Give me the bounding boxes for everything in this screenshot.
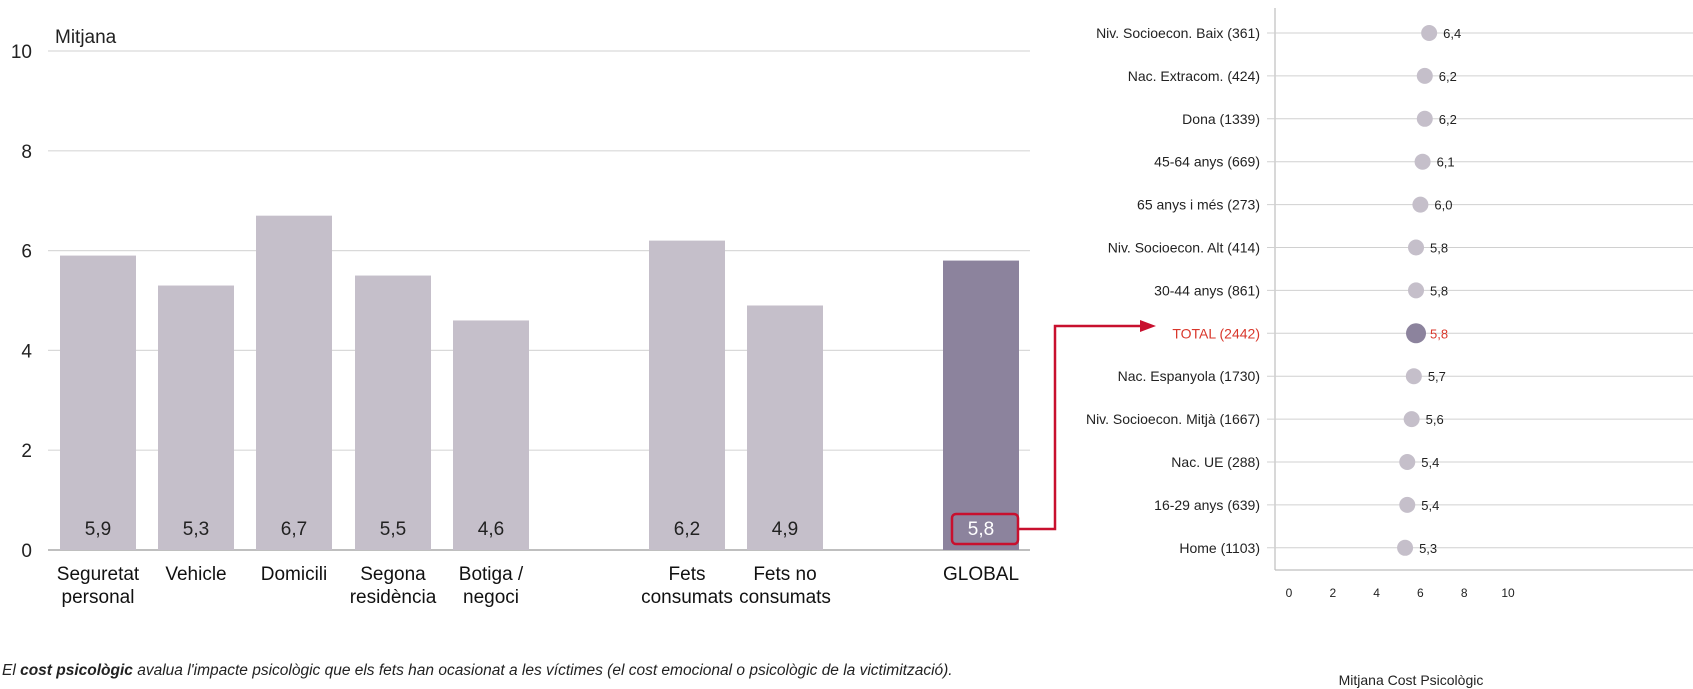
bar-y-tick-label: 0 — [21, 541, 32, 562]
bar — [943, 260, 1019, 550]
bar — [355, 275, 431, 550]
bar — [453, 320, 529, 550]
bar-value-label: 6,7 — [281, 519, 307, 540]
dot-value-label: 6,4 — [1443, 26, 1461, 41]
dot-point — [1408, 239, 1425, 256]
dot-row-label: Nac. UE (288) — [1171, 454, 1260, 470]
dot-value-label: 5,7 — [1428, 369, 1446, 384]
bar — [60, 255, 136, 550]
caption-rest: avalua l'impacte psicològic que els fets… — [132, 662, 953, 679]
bar-category-label: Fets — [669, 564, 706, 585]
bar-value-label: 4,6 — [478, 519, 504, 540]
dot-row-label: Niv. Socioecon. Baix (361) — [1096, 25, 1260, 41]
dot-row-label: 65 anys i més (273) — [1137, 197, 1260, 213]
dot-row-label: Home (1103) — [1179, 540, 1260, 556]
callout-connector — [950, 320, 1156, 546]
dot-point — [1416, 67, 1433, 84]
dot-row-label: Dona (1339) — [1182, 111, 1260, 127]
dot-point — [1399, 496, 1416, 513]
dot-value-label: 5,4 — [1421, 455, 1439, 470]
dot-value-label: 6,2 — [1439, 69, 1457, 84]
dot-x-tick-label: 4 — [1373, 586, 1380, 600]
dot-x-tick-label: 2 — [1329, 586, 1336, 600]
dot-row-label: Niv. Socioecon. Alt (414) — [1108, 240, 1260, 256]
dot-value-label: 6,0 — [1434, 198, 1452, 213]
dot-row-label: Niv. Socioecon. Mitjà (1667) — [1086, 411, 1260, 427]
callout-line — [1018, 324, 1144, 531]
bar-category-label: personal — [62, 587, 135, 608]
bar-category-label: Segona — [360, 564, 426, 585]
bar-category-label: consumats — [739, 587, 831, 608]
caption-bold: cost psicològic — [20, 662, 133, 679]
dot-point — [1412, 196, 1429, 213]
bar-value-label: 5,9 — [85, 519, 111, 540]
dot-point — [1399, 454, 1416, 470]
bar-category-label: Seguretat — [57, 564, 140, 585]
dot-row-label: Nac. Espanyola (1730) — [1118, 368, 1260, 384]
dot-x-axis-label: Mitjana Cost Psicològic — [1339, 672, 1484, 688]
callout-arrowhead — [1140, 320, 1156, 332]
bar-category-label: Botiga / — [459, 564, 524, 585]
bar-y-axis-label: Mitjana — [55, 27, 117, 48]
dot-point — [1405, 368, 1422, 385]
dot-point — [1406, 323, 1427, 344]
bar-category-label: residència — [350, 587, 437, 608]
dot-point — [1414, 153, 1431, 170]
bar-value-label: 6,2 — [674, 519, 700, 540]
bar-y-tick-label: 2 — [21, 441, 32, 462]
dot-point — [1421, 25, 1438, 41]
dot-row-label: TOTAL (2442) — [1172, 325, 1260, 341]
bar-value-label: 5,5 — [380, 519, 406, 540]
bar-category-label: GLOBAL — [943, 564, 1019, 585]
caption-prefix: El — [2, 662, 21, 679]
dot-value-label: 5,6 — [1426, 412, 1444, 427]
bar — [158, 285, 234, 550]
bar — [256, 215, 332, 551]
bar-value-label: 5,8 — [968, 519, 994, 540]
dot-point — [1408, 282, 1425, 299]
dot-value-label: 5,8 — [1430, 283, 1448, 298]
dot-value-label: 5,8 — [1430, 326, 1448, 341]
bar-value-label: 5,3 — [183, 519, 209, 540]
bar-value-label: 4,9 — [772, 519, 798, 540]
bar-y-tick-label: 4 — [21, 341, 32, 362]
dot-row-label: 30-44 anys (861) — [1154, 282, 1260, 298]
bar — [649, 240, 725, 550]
dot-x-tick-label: 0 — [1286, 586, 1293, 600]
bar-category-label: Vehicle — [165, 564, 226, 585]
dot-point — [1397, 539, 1414, 556]
bar-y-tick-label: 10 — [11, 42, 32, 63]
dot-value-label: 6,2 — [1439, 112, 1457, 127]
dot-x-tick-label: 6 — [1417, 586, 1424, 600]
bar-category-label: negoci — [463, 587, 519, 608]
dot-point — [1403, 411, 1420, 428]
chart-caption: El cost psicològic avalua l'impacte psic… — [2, 662, 953, 680]
dot-plot: Niv. Socioecon. Baix (361) 6,4 Nac. Extrac… — [1086, 8, 1693, 688]
dot-point — [1416, 110, 1433, 127]
bar-y-tick-label: 8 — [21, 142, 32, 163]
dot-x-tick-label: 10 — [1501, 586, 1515, 600]
dot-value-label: 6,1 — [1437, 155, 1455, 170]
dot-row-label: 16-29 anys (639) — [1154, 497, 1260, 513]
dot-value-label: 5,8 — [1430, 241, 1448, 256]
bar-y-tick-label: 6 — [21, 242, 32, 263]
dot-row-label: 45-64 anys (669) — [1154, 154, 1260, 170]
dot-x-tick-label: 8 — [1461, 586, 1468, 600]
dot-value-label: 5,3 — [1419, 541, 1437, 556]
dot-row-label: Nac. Extracom. (424) — [1128, 68, 1260, 84]
dot-value-label: 5,4 — [1421, 498, 1439, 513]
bar — [747, 305, 823, 550]
bar-category-label: Domicili — [261, 564, 328, 585]
bar-category-label: consumats — [641, 587, 733, 608]
bar-category-label: Fets no — [753, 564, 816, 585]
